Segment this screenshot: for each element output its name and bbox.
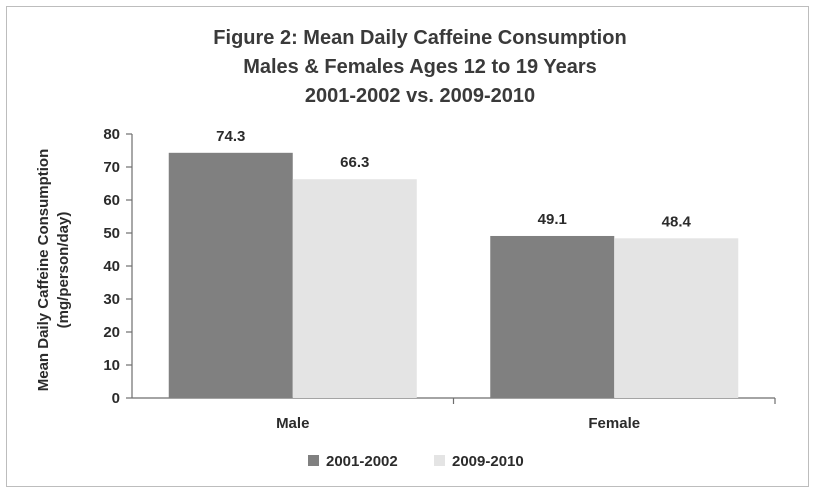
data-label: 66.3: [340, 154, 369, 171]
legend: 2001-2002 2009-2010: [308, 453, 524, 470]
y-tick-label: 0: [112, 390, 120, 407]
y-tick-label: 80: [103, 126, 120, 143]
chart-title: Figure 2: Mean Daily Caffeine Consumptio…: [213, 27, 626, 107]
y-tick-label: 20: [103, 324, 120, 341]
bar-female-2001-2002: [490, 235, 615, 398]
plot-area: 0 10 20 30 40 50 60 70 80 74.3 66.3 Male 49.1 48.4 Fem…: [103, 126, 776, 432]
bar-female-2009-2010: [614, 238, 739, 398]
y-axis-title: Mean Daily Caffeine Consumption (mg/pers…: [35, 149, 72, 392]
legend-label: 2001-2002: [326, 453, 398, 470]
legend-label: 2009-2010: [452, 453, 524, 470]
legend-swatch: [434, 455, 445, 466]
data-label: 48.4: [662, 213, 692, 230]
y-tick-label: 70: [103, 159, 120, 176]
y-tick-label: 30: [103, 291, 120, 308]
legend-swatch: [308, 455, 319, 466]
x-category-label: Male: [276, 415, 309, 432]
y-axis-title-line-2: (mg/person/day): [55, 212, 72, 329]
chart-title-line-1: Figure 2: Mean Daily Caffeine Consumptio…: [213, 27, 626, 49]
bar-male-2009-2010: [292, 179, 417, 398]
bar-male-2001-2002: [168, 152, 293, 398]
x-category-label: Female: [588, 415, 640, 432]
chart-title-line-3: 2001-2002 vs. 2009-2010: [305, 85, 535, 107]
y-tick-label: 50: [103, 225, 120, 242]
chart-title-line-2: Males & Females Ages 12 to 19 Years: [243, 56, 597, 78]
data-label: 74.3: [216, 128, 245, 145]
y-tick-label: 40: [103, 258, 120, 275]
y-tick-label: 10: [103, 357, 120, 374]
y-tick-label: 60: [103, 192, 120, 209]
y-axis-title-line-1: Mean Daily Caffeine Consumption: [35, 149, 52, 392]
data-label: 49.1: [538, 211, 567, 228]
